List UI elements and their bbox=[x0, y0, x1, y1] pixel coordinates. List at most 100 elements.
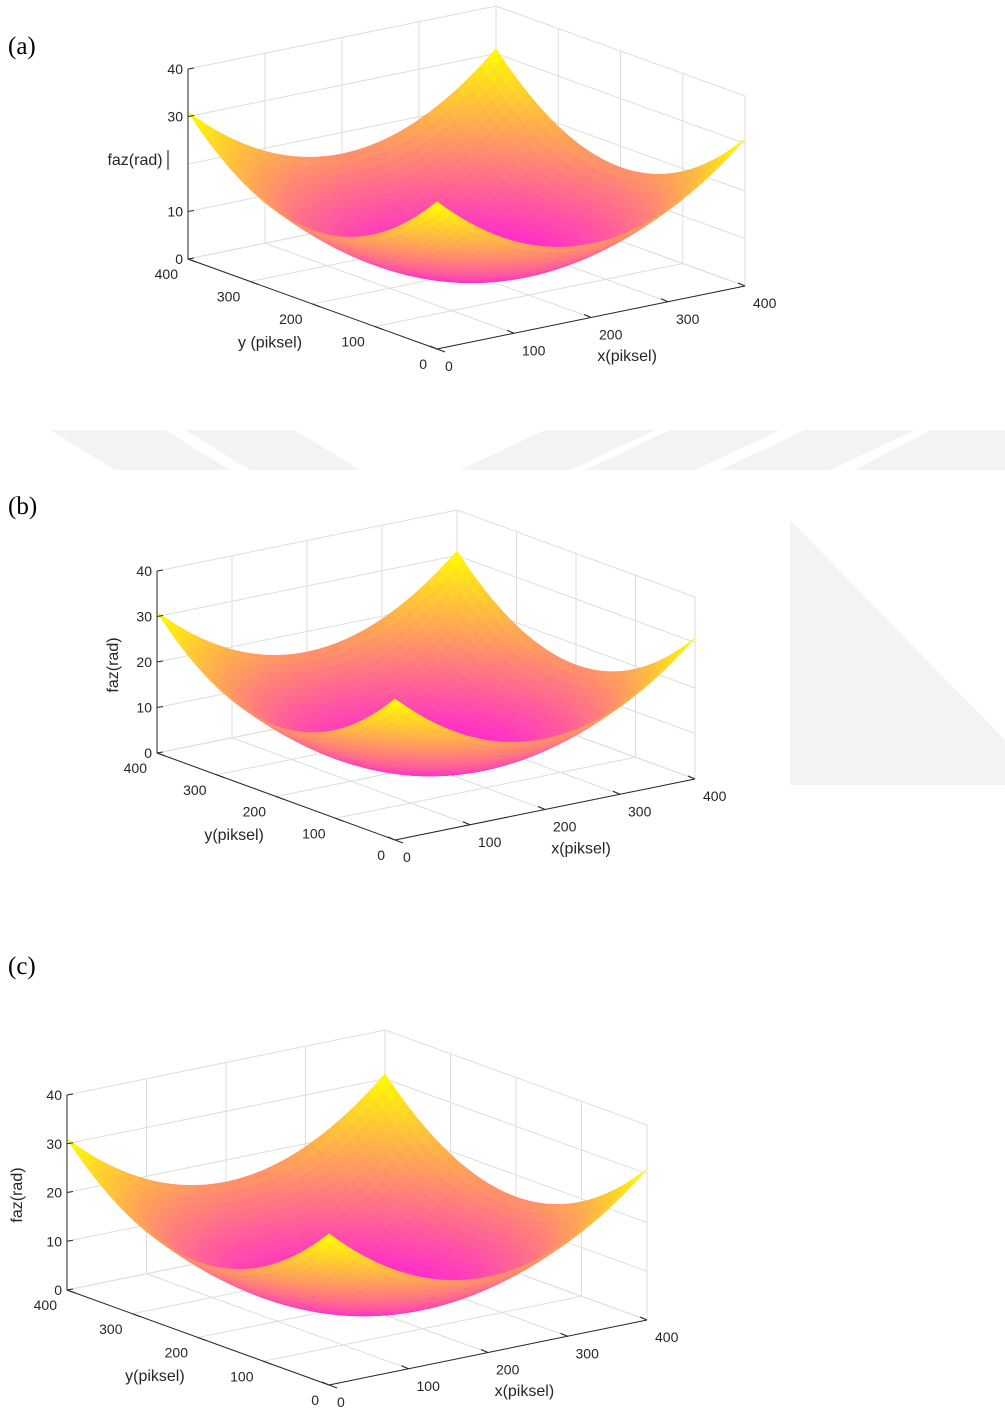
y-tick-label: 200 bbox=[279, 311, 303, 327]
z-tick-label: 0 bbox=[175, 251, 183, 267]
z-tick-label: 20 bbox=[136, 654, 152, 670]
surface-plot-b-svg: 01002003004000100200300400010203040x(pik… bbox=[105, 509, 727, 865]
y-tick-label: 100 bbox=[230, 1368, 254, 1384]
y-tick-label: 300 bbox=[99, 1321, 123, 1337]
x-tick-mark bbox=[560, 1332, 568, 1337]
z-tick-mark bbox=[156, 569, 164, 572]
z-tick-label: 40 bbox=[167, 61, 183, 77]
y-tick-mark bbox=[263, 1360, 272, 1365]
x-tick-mark bbox=[462, 821, 471, 826]
z-tick-label: 30 bbox=[167, 109, 183, 125]
x-tick-label: 0 bbox=[403, 849, 411, 865]
z-axis-label: faz(rad) bbox=[107, 152, 162, 169]
z-tick-label: 40 bbox=[46, 1087, 62, 1103]
x-tick-mark bbox=[612, 790, 621, 795]
z-tick-mark bbox=[187, 67, 195, 70]
y-axis-label: y(piksel) bbox=[125, 1368, 185, 1385]
x-tick-label: 0 bbox=[445, 358, 453, 374]
x-tick-label: 300 bbox=[576, 1345, 600, 1361]
y-tick-label: 200 bbox=[243, 804, 267, 820]
surface-plot-a-svg: 010020030040001002003004000103040x(pikse… bbox=[107, 5, 777, 374]
x-tick-mark bbox=[429, 345, 438, 350]
x-tick-mark bbox=[583, 314, 592, 318]
z-tick-label: 0 bbox=[144, 745, 152, 761]
z-tick-label: 30 bbox=[46, 1136, 62, 1152]
y-axis-label: y(piksel) bbox=[204, 827, 264, 844]
x-axis-label: x(piksel) bbox=[495, 1383, 555, 1400]
y-tick-mark bbox=[394, 839, 404, 844]
x-axis-label: x(piksel) bbox=[551, 840, 611, 857]
y-tick-mark bbox=[328, 1384, 338, 1389]
z-tick-label: 10 bbox=[136, 700, 152, 716]
x-tick-mark bbox=[537, 806, 546, 810]
y-tick-label: 300 bbox=[183, 782, 207, 798]
z-tick-mark bbox=[187, 115, 195, 117]
z-tick-label: 0 bbox=[54, 1282, 62, 1298]
y-tick-label: 100 bbox=[302, 825, 326, 841]
y-tick-mark bbox=[216, 774, 225, 779]
y-tick-label: 200 bbox=[165, 1345, 189, 1361]
y-tick-mark bbox=[197, 1337, 207, 1341]
y-tick-mark bbox=[156, 752, 166, 757]
x-tick-mark bbox=[506, 329, 515, 334]
surface-plot-c: 0 100 200 300 400 0 100 200 300 400 0 10 20 30 40 x(pik… bbox=[0, 1018, 1005, 1428]
z-axis-label: faz(rad) bbox=[105, 637, 122, 692]
z-tick-mark bbox=[66, 1142, 74, 1145]
surface-mesh bbox=[156, 550, 696, 777]
z-tick-mark bbox=[187, 257, 195, 260]
z-tick-label: 40 bbox=[136, 563, 152, 579]
y-tick-label: 0 bbox=[377, 847, 385, 863]
panel-label-c: (c) bbox=[8, 953, 36, 980]
x-tick-label: 0 bbox=[337, 1394, 345, 1410]
x-tick-label: 400 bbox=[655, 1329, 679, 1345]
z-tick-mark bbox=[66, 1288, 74, 1291]
y-tick-mark bbox=[374, 326, 383, 330]
y-axis-label: y (piksel) bbox=[238, 335, 302, 352]
y-tick-label: 400 bbox=[155, 266, 179, 282]
x-tick-label: 400 bbox=[753, 295, 777, 311]
y-tick-label: 0 bbox=[419, 356, 427, 372]
z-tick-mark bbox=[66, 1239, 74, 1242]
y-tick-label: 400 bbox=[124, 760, 148, 776]
axes bbox=[156, 569, 696, 844]
surface-mesh bbox=[66, 1073, 648, 1317]
z-axis-label: faz(rad) bbox=[9, 1167, 26, 1222]
z-tick-mark bbox=[156, 706, 164, 708]
x-tick-mark bbox=[401, 1365, 409, 1370]
y-tick-label: 400 bbox=[34, 1297, 58, 1313]
axes bbox=[66, 1093, 648, 1389]
y-tick-mark bbox=[436, 348, 446, 353]
z-tick-mark bbox=[156, 615, 164, 617]
z-tick-label: 30 bbox=[136, 609, 152, 625]
panel-label-b: (b) bbox=[8, 493, 38, 520]
axes bbox=[187, 67, 746, 353]
z-tick-mark bbox=[156, 751, 164, 754]
x-axis-label: x(piksel) bbox=[597, 348, 657, 365]
z-tick-mark bbox=[156, 660, 164, 663]
z-tick-label: 20 bbox=[46, 1185, 62, 1201]
y-tick-mark bbox=[335, 817, 344, 822]
z-tick-label: 10 bbox=[46, 1233, 62, 1249]
x-tick-label: 100 bbox=[478, 834, 502, 850]
x-tick-mark bbox=[687, 775, 696, 780]
x-tick-mark bbox=[639, 1316, 648, 1321]
x-tick-label: 200 bbox=[553, 819, 577, 835]
y-tick-label: 300 bbox=[217, 289, 241, 305]
x-tick-label: 400 bbox=[703, 788, 727, 804]
x-tick-label: 300 bbox=[676, 311, 700, 327]
x-tick-mark bbox=[737, 282, 746, 287]
x-tick-mark bbox=[660, 298, 669, 303]
x-tick-mark bbox=[387, 836, 396, 841]
surface-plot-b: 0 100 200 300 400 0 100 200 300 400 0 10 20 30 40 x(pik… bbox=[0, 505, 1005, 905]
surface-plot-c-svg: 01002003004000100200300400010203040x(pik… bbox=[9, 1029, 679, 1410]
y-tick-mark bbox=[250, 281, 259, 285]
y-tick-mark bbox=[132, 1313, 141, 1318]
y-tick-label: 100 bbox=[341, 334, 365, 350]
surface-mesh bbox=[187, 48, 746, 284]
x-tick-label: 100 bbox=[417, 1378, 441, 1394]
x-tick-label: 300 bbox=[628, 803, 652, 819]
z-tick-mark bbox=[66, 1191, 74, 1193]
x-tick-label: 100 bbox=[522, 342, 546, 358]
y-tick-mark bbox=[275, 796, 285, 800]
x-tick-mark bbox=[321, 1381, 330, 1386]
